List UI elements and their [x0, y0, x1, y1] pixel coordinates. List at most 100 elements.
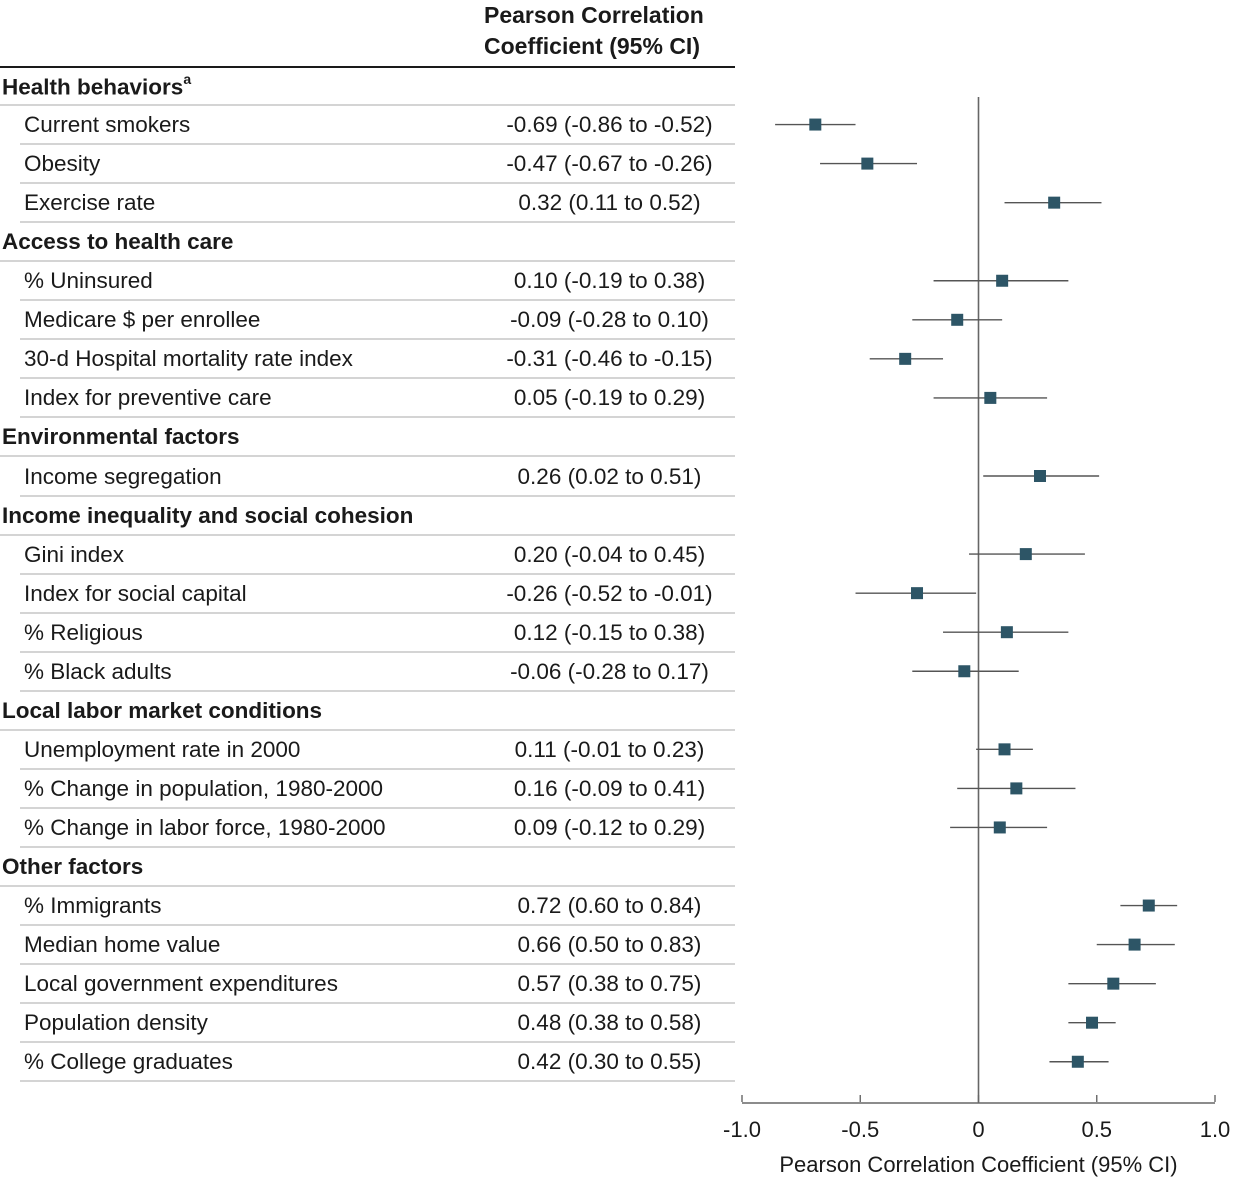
variable-label: % Change in population, 1980-2000: [24, 775, 384, 801]
variable-label: % Change in labor force, 1980-2000: [24, 814, 386, 840]
row-divider: [20, 767, 735, 770]
point-estimate-marker: [1107, 977, 1120, 990]
table-row: % Change in population, 1980-2000 0.16 (-…: [0, 770, 735, 809]
variable-label: Population density: [24, 1010, 208, 1036]
variable-label: Medicare $ per enrollee: [24, 307, 261, 333]
category-label: Income inequality and social cohesion: [2, 503, 413, 529]
point-estimate-marker: [1019, 548, 1032, 561]
variable-label: Current smokers: [24, 112, 191, 138]
category-label: Access to health care: [2, 229, 233, 255]
category-name: Access to health care: [2, 229, 234, 255]
point-estimate-marker: [1086, 1016, 1099, 1029]
x-tick-label: 0: [972, 1117, 984, 1142]
variable-label: % College graduates: [24, 1049, 233, 1075]
coefficient-value: 0.72 (0.60 to 0.84): [517, 893, 702, 919]
table-row: Gini index 0.20 (-0.04 to 0.45): [0, 536, 735, 575]
row-divider: [20, 338, 735, 341]
table-row: % Uninsured 0.10 (-0.19 to 0.38): [0, 262, 735, 302]
coefficient-value: 0.16 (-0.09 to 0.41): [513, 775, 706, 801]
coefficient-value: -0.26 (-0.52 to -0.01): [506, 580, 713, 606]
header-rule: [0, 66, 735, 68]
row-divider: [20, 650, 735, 653]
row-divider: [20, 572, 735, 575]
coefficient-value: 0.42 (0.30 to 0.55): [517, 1049, 702, 1075]
row-divider: [0, 260, 735, 263]
variable-label: Income segregation: [24, 463, 222, 489]
point-estimate-marker: [996, 274, 1009, 287]
point-estimate-marker: [998, 743, 1011, 756]
coefficient-value: 0.57 (0.38 to 0.75): [517, 971, 702, 997]
row-divider: [20, 1002, 735, 1005]
point-estimate-marker: [1033, 470, 1046, 482]
variable-label: % Uninsured: [24, 268, 153, 294]
table-row: % Change in labor force, 1980-2000 0.09 (…: [0, 809, 735, 848]
category-name: Health behaviors: [2, 74, 184, 100]
row-divider: [20, 924, 735, 927]
table-row: Obesity -0.47 (-0.67 to -0.26): [0, 145, 735, 185]
category-label: Local labor market conditions: [2, 698, 322, 724]
category-name: Local labor market conditions: [2, 697, 323, 723]
x-axis-title: Pearson Correlation Coefficient (95% CI): [779, 1152, 1177, 1177]
point-estimate-marker: [911, 587, 924, 600]
table-row: Medicare $ per enrollee -0.09 (-0.28 to 0…: [0, 301, 735, 341]
row-divider: [20, 1080, 735, 1083]
row-divider: [20, 611, 735, 614]
category-row: Income inequality and social cohesion: [0, 497, 735, 536]
coefficient-value: 0.66 (0.50 to 0.83): [517, 932, 702, 958]
variable-label: % Religious: [24, 619, 143, 645]
row-divider: [20, 143, 735, 146]
column-header-line2: Coefficient (95% CI): [484, 33, 700, 59]
point-estimate-marker: [958, 665, 971, 678]
point-estimate-marker: [1010, 782, 1023, 795]
footnote-marker: a: [183, 71, 192, 87]
point-estimate-marker: [1128, 938, 1141, 951]
category-row: Local labor market conditions: [0, 692, 735, 731]
row-divider: [0, 104, 735, 106]
category-label: Environmental factors: [2, 424, 240, 450]
variable-label: Exercise rate: [24, 190, 156, 216]
coefficient-value: -0.06 (-0.28 to 0.17): [510, 658, 709, 684]
table-row: Unemployment rate in 2000 0.11 (-0.01 to …: [0, 731, 735, 770]
row-divider: [20, 689, 735, 692]
row-divider: [20, 963, 735, 966]
x-tick-label: -0.5: [841, 1117, 879, 1142]
row-divider: [20, 299, 735, 302]
variable-label: Index for social capital: [24, 580, 247, 606]
coefficient-value: -0.09 (-0.28 to 0.10): [510, 307, 709, 333]
column-header: Pearson Correlation Coefficient (95% CI): [484, 0, 704, 62]
category-label: Health behaviorsa: [2, 71, 192, 101]
variable-label: % Immigrants: [24, 893, 162, 919]
row-divider: [20, 377, 735, 380]
point-estimate-marker: [984, 391, 997, 404]
coefficient-value: 0.12 (-0.15 to 0.38): [513, 619, 706, 645]
coefficient-value: 0.10 (-0.19 to 0.38): [513, 268, 706, 294]
coefficient-value: 0.05 (-0.19 to 0.29): [513, 385, 706, 411]
variable-label: Unemployment rate in 2000: [24, 736, 301, 762]
table-row: 30-d Hospital mortality rate index -0.31 …: [0, 340, 735, 380]
point-estimate-marker: [861, 157, 874, 170]
coefficient-value: 0.20 (-0.04 to 0.45): [513, 541, 706, 567]
variable-label: Local government expenditures: [24, 971, 338, 997]
table-row: Exercise rate 0.32 (0.11 to 0.52): [0, 184, 735, 224]
variable-label: Obesity: [24, 151, 101, 177]
coefficient-value: 0.48 (0.38 to 0.58): [517, 1010, 702, 1036]
row-divider: [20, 182, 735, 185]
row-divider: [20, 1041, 735, 1044]
row-divider: [20, 494, 735, 497]
table-row: Current smokers -0.69 (-0.86 to -0.52): [0, 106, 735, 146]
row-divider: [20, 221, 735, 224]
category-row: Access to health care: [0, 223, 735, 263]
table-row: Index for social capital -0.26 (-0.52 to …: [0, 575, 735, 614]
point-estimate-marker: [1142, 899, 1155, 912]
row-divider: [0, 533, 735, 536]
row-divider: [0, 885, 735, 887]
variable-label: Median home value: [24, 932, 221, 958]
coefficient-value: 0.11 (-0.01 to 0.23): [514, 736, 705, 762]
variable-label: Gini index: [24, 541, 125, 567]
category-row: Environmental factors: [0, 418, 735, 458]
table-row: % Immigrants 0.72 (0.60 to 0.84): [0, 887, 735, 927]
coefficient-value: -0.69 (-0.86 to -0.52): [506, 112, 713, 138]
coefficient-value: 0.26 (0.02 to 0.51): [517, 463, 702, 489]
coefficient-value: -0.47 (-0.67 to -0.26): [506, 151, 713, 177]
